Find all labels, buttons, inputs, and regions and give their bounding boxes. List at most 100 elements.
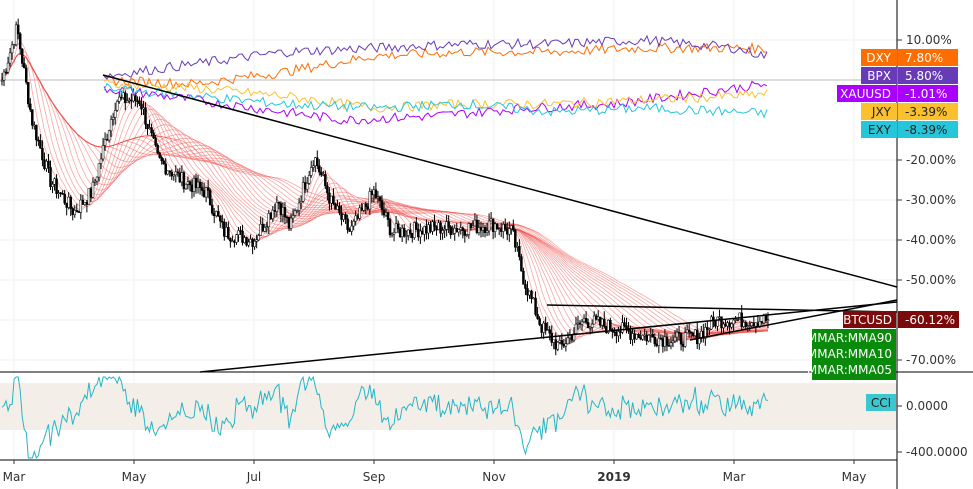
candle-body [59,192,62,194]
indicator-label: MMAR:MMA05 [807,363,892,377]
candle-body [229,238,232,242]
candle-body [360,207,363,211]
candle-body [631,333,634,340]
candle-body [700,330,703,339]
series-value-tag [898,67,958,84]
candle-body [415,222,418,230]
x-tick-label: Nov [482,470,505,484]
candle-body [12,44,16,46]
candle-body [61,193,64,195]
candle-body [20,48,24,64]
candle-body [512,225,515,231]
candle-body [720,316,723,329]
candle-body [384,212,388,216]
candle-body [754,322,758,327]
candle-body [742,322,745,327]
candle-body [231,240,234,243]
candle-body [396,223,400,230]
candle-body [463,230,467,236]
candle-body [645,334,648,342]
candle-body [588,327,592,329]
candle-body [766,319,770,321]
candle-body [465,234,469,236]
x-tick-label: Mar [723,470,746,484]
candle-body [485,230,489,233]
mma-line [1,51,769,343]
candle-body [532,297,535,300]
candle-body [178,172,182,183]
candle-body [487,220,491,232]
candle-body [546,329,549,331]
candle-body [657,337,661,346]
candle-body [81,199,85,205]
series-value: 5.80% [905,69,943,83]
candle-body [665,336,669,346]
candle-body [435,226,438,230]
candle-body [275,201,279,212]
candle-body [214,211,218,217]
candle-body [344,214,347,220]
candle-body [63,193,66,204]
candle-body [619,331,622,333]
candle-body [647,334,650,342]
candle-body [427,224,430,234]
btc-tag [843,311,896,328]
candle-body [259,223,262,236]
candle-body [382,209,386,216]
candle-body [404,235,408,237]
candle-body [346,218,349,230]
series-tag-name: EXY [868,123,892,137]
candle-body [144,107,147,125]
candle-body [196,181,200,188]
candle-body [182,172,186,190]
candle-body [334,203,337,210]
candle-body [568,335,572,339]
candle-body [542,322,545,333]
candle-body [89,188,93,198]
candle-body [481,226,485,231]
candle-body [671,340,675,343]
candle-body [411,232,414,238]
candle-body [572,333,576,341]
candle-body [402,227,406,237]
candle-body [200,187,204,191]
candle-body [526,288,529,296]
cci-tag-name: CCI [871,396,891,410]
candle-body [510,225,513,229]
candle-body [617,331,620,337]
mma-line [1,53,769,335]
candle-body [554,339,558,350]
candle-body [249,239,252,243]
candle-body [536,314,539,319]
candle-body [221,220,224,223]
candle-body [39,140,42,149]
candle-body [437,222,440,230]
mma-line [1,53,769,337]
candle-body [289,217,293,229]
x-tick-label: 2019 [597,470,630,484]
candle-body [433,221,436,227]
candle-body [150,127,153,134]
candle-body [693,329,697,336]
candle-body [598,316,602,326]
candle-body [2,71,6,81]
candle-body [208,190,212,206]
candle-body [744,322,747,327]
cci-tick-label: 0.0000 [906,399,948,413]
candle-body [251,239,254,247]
candle-body [291,215,295,219]
candle-body [277,201,281,204]
candle-body [596,316,600,320]
mma-line [1,53,769,339]
trend-line [199,301,898,373]
x-tick-label: May [842,470,867,484]
candle-body [299,201,303,204]
candle-body [166,170,169,175]
candle-body [152,132,155,139]
candle-body [471,225,475,229]
comparison-line-jxy [103,79,768,113]
candle-body [643,334,646,337]
candle-body [115,101,119,111]
candle-body [578,322,582,325]
